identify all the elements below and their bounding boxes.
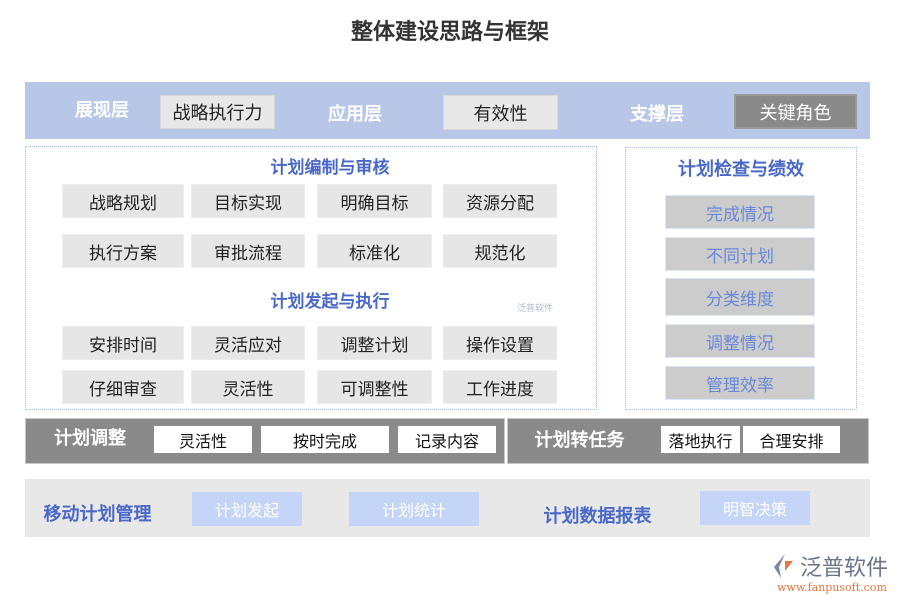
task-item: 合理安排 <box>743 426 840 453</box>
mobile-item: 计划统计 <box>349 492 479 526</box>
check-item: 管理效率 <box>665 366 815 400</box>
plan-item: 灵活应对 <box>191 326 305 360</box>
bar-label: 计划转任务 <box>534 430 625 451</box>
layer-label: 应用层 <box>328 104 382 125</box>
layer-value: 有效性 <box>443 95 558 130</box>
plan-item: 灵活性 <box>191 370 305 404</box>
section-heading: 计划编制与审核 <box>270 157 390 178</box>
mobile-item: 计划发起 <box>192 492 302 526</box>
adjust-item: 记录内容 <box>398 426 496 453</box>
bar-label: 计划调整 <box>54 428 126 449</box>
mobile-label: 移动计划管理 <box>43 504 152 525</box>
layer-value: 战略执行力 <box>160 95 275 129</box>
plan-item: 目标实现 <box>191 184 305 218</box>
plan-item: 审批流程 <box>191 234 305 268</box>
plan-item: 标准化 <box>317 234 432 268</box>
logo-name: 泛普软件 <box>799 556 888 581</box>
watermark: 泛普软件 <box>516 303 553 314</box>
plan-item: 执行方案 <box>62 234 184 268</box>
plan-item: 明确目标 <box>317 184 432 218</box>
check-item: 完成情况 <box>665 195 815 229</box>
adjust-item: 灵活性 <box>154 426 252 453</box>
page-title: 整体建设思路与框架 <box>350 19 549 45</box>
plan-item: 调整计划 <box>317 326 432 360</box>
logo-url: www.fanpusoft.com <box>777 580 887 594</box>
layer-value: 关键角色 <box>734 94 857 129</box>
plan-item: 资源分配 <box>443 184 557 218</box>
plan-item: 可调整性 <box>317 370 432 404</box>
section-heading: 计划检查与绩效 <box>678 159 804 180</box>
check-item: 调整情况 <box>665 324 815 358</box>
plan-item: 战略规划 <box>62 184 184 218</box>
plan-item: 安排时间 <box>62 326 184 360</box>
check-item: 分类维度 <box>665 278 815 316</box>
adjust-item: 按时完成 <box>261 426 389 453</box>
plan-item: 仔细审查 <box>62 370 184 404</box>
report-item: 明智决策 <box>700 491 810 525</box>
plan-item: 操作设置 <box>443 326 557 360</box>
report-label: 计划数据报表 <box>543 506 652 527</box>
plan-item: 工作进度 <box>443 370 557 404</box>
section-heading: 计划发起与执行 <box>270 291 390 312</box>
check-panel <box>625 147 857 410</box>
plan-panel <box>25 146 597 410</box>
layer-label: 展现层 <box>75 100 129 121</box>
plan-item: 规范化 <box>443 234 557 268</box>
logo-icon <box>770 552 796 580</box>
layer-label: 支撑层 <box>630 104 684 125</box>
check-item: 不同计划 <box>665 237 815 271</box>
task-item: 落地执行 <box>661 426 740 453</box>
